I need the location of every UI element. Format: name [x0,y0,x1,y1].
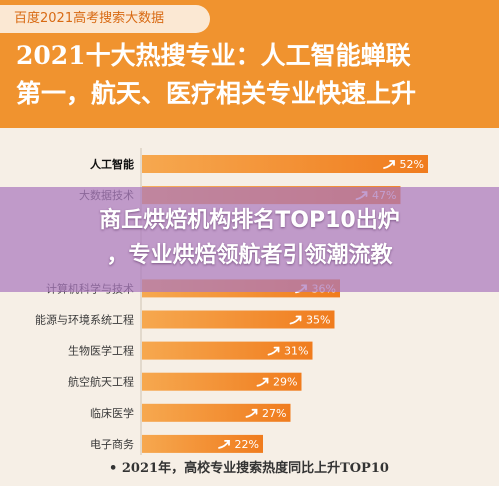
trend-up-icon [289,315,302,325]
trend-up-icon [383,160,395,169]
category-label: 生物医学工程 [68,344,134,358]
source-tag: 百度2021高考搜索大数据 [0,5,210,33]
bar [142,403,291,422]
overlay-line-1: 商丘烘焙机构排名TOP10出炉 [99,208,400,233]
trend-up-icon [245,408,258,418]
headline-line-2: 第一，航天、医疗相关专业快速上升 [16,79,417,108]
promo-overlay: 商丘烘焙机构排名TOP10出炉 ，专业烘焙领航者引领潮流教 [0,187,499,292]
trend-up-icon [267,346,280,356]
bar [142,310,335,329]
category-label: 人工智能 [90,157,134,171]
bar [142,372,302,391]
value-label: 22% [235,438,259,451]
category-label: 能源与环境系统工程 [35,313,134,327]
value-label: 27% [262,407,286,420]
trend-up-icon [218,440,230,449]
value-label: 52% [400,158,424,171]
category-label: 航空航天工程 [68,375,134,389]
header-banner: 百度2021高考搜索大数据 2021十大热搜专业：人工智能蝉联 第一，航天、医疗… [0,0,499,128]
bar [142,434,263,453]
trend-up-icon [256,377,269,387]
value-label: 31% [284,345,308,358]
headline-line-1: 2021十大热搜专业：人工智能蝉联 [16,41,411,70]
category-label: 临床医学 [90,406,134,420]
chart-caption: • 2021年，高校专业搜索热度同比上升TOP10 [109,460,389,476]
value-label: 29% [273,376,297,389]
overlay-line-2: ，专业烘焙领航者引领潮流教 [106,243,393,268]
category-label: 电子商务 [90,437,134,451]
value-label: 35% [306,314,330,327]
bar [142,155,428,173]
